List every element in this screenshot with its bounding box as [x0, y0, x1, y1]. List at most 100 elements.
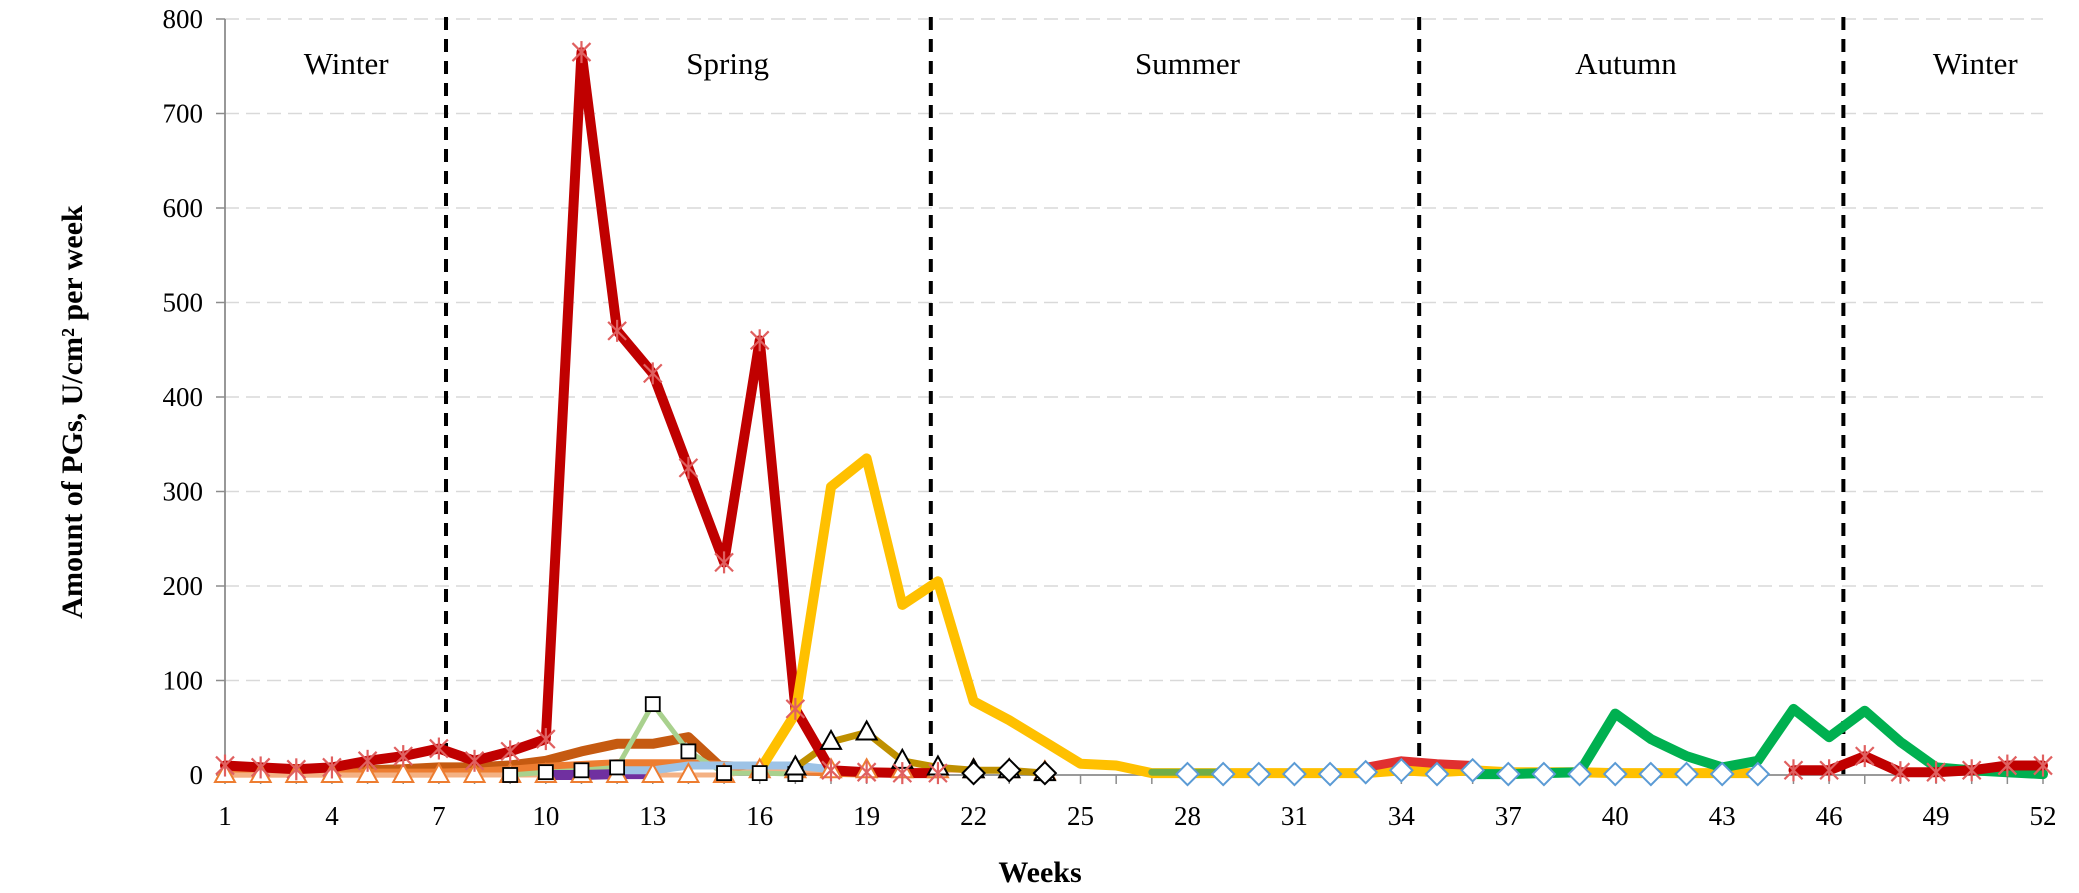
x-tick-label-13: 13: [639, 801, 666, 831]
marker-red-stars-spring-1: [215, 754, 235, 777]
marker-olive-triangles-18: [819, 728, 843, 750]
season-labels: Winter Spring Summer Autumn Winter: [304, 46, 2019, 81]
y-axis-title: Amount of PGs, U/cm² per week: [56, 205, 89, 619]
marker-light-green-squares-11: [573, 762, 590, 779]
marker-red-stars-winter-50: [1961, 759, 1982, 782]
x-tick-label-40: 40: [1602, 801, 1629, 831]
marker-red-stars-winter-49: [1926, 761, 1946, 784]
marker-blue-diamonds-35: [1424, 761, 1450, 787]
marker-blue-diamonds-43: [1709, 761, 1735, 787]
marker-red-stars-spring-9: [500, 740, 520, 763]
marker-black-diamonds-22: [961, 760, 987, 786]
marker-peach-triangles-8: [462, 761, 487, 783]
tick-labels: 0 100 200 300 400 500 600 700 800 1 4 7 10 13 16 19 22 25…: [163, 4, 2057, 831]
marker-red-stars-spring-16: [749, 329, 770, 352]
marker-blue-diamonds-32: [1317, 761, 1343, 787]
marker-blue-diamonds-36: [1460, 757, 1486, 783]
marker-peach-triangles-14: [676, 761, 701, 783]
marker-light-green-squares-16: [751, 765, 768, 782]
marker-blue-diamonds-44: [1745, 761, 1771, 787]
marker-red-stars-spring-8: [464, 749, 485, 772]
marker-blue-diamonds-37: [1495, 761, 1521, 787]
marker-blue-diamonds-31: [1281, 761, 1307, 787]
y-tick-label-200: 200: [163, 571, 204, 601]
marker-blue-diamonds-30: [1246, 761, 1272, 787]
y-tick-label-100: 100: [163, 666, 204, 696]
y-tick-label-300: 300: [163, 477, 204, 507]
x-tick-label-25: 25: [1067, 801, 1094, 831]
marker-red-stars-spring-18: [821, 759, 841, 782]
x-tick-label-22: 22: [960, 801, 987, 831]
y-tick-label-0: 0: [190, 760, 204, 790]
x-tick-label-34: 34: [1388, 801, 1416, 831]
x-tick-label-16: 16: [746, 801, 773, 831]
marker-blue-diamonds-29: [1210, 761, 1236, 787]
marker-red-stars-spring-20: [892, 762, 913, 785]
marker-red-stars-spring-13: [642, 362, 663, 385]
marker-olive-triangles-17: [783, 754, 808, 776]
season-label-5: Winter: [1933, 46, 2019, 81]
marker-blue-diamonds-42: [1674, 761, 1699, 787]
x-tick-label-43: 43: [1709, 801, 1736, 831]
marker-red-stars-spring-10: [536, 728, 556, 751]
x-tick-label-31: 31: [1281, 801, 1308, 831]
marker-red-stars-winter-52: [2033, 754, 2053, 777]
marker-red-stars-spring-17: [785, 697, 806, 720]
y-tick-label-600: 600: [163, 193, 204, 223]
series-red-summer: [1361, 756, 1478, 772]
marker-blue-diamonds-34: [1388, 757, 1414, 783]
x-tick-label-37: 37: [1495, 801, 1522, 831]
season-label-4: Autumn: [1575, 46, 1677, 81]
marker-red-stars-spring-12: [607, 319, 627, 342]
marker-peach-triangles-13: [641, 761, 665, 783]
gridlines: [225, 18, 2043, 682]
marker-red-stars-spring-4: [322, 756, 342, 779]
marker-red-stars-spring-5: [357, 749, 378, 772]
axes: [216, 18, 2044, 784]
marker-light-green-squares-10: [537, 764, 554, 781]
marker-red-stars-winter-45: [1783, 759, 1804, 782]
marker-red-stars-spring-7: [429, 737, 449, 760]
x-tick-label-49: 49: [1923, 801, 1950, 831]
marker-red-stars-spring-14: [678, 456, 699, 479]
season-label-1: Winter: [304, 46, 390, 81]
marker-red-stars-spring-3: [286, 758, 307, 781]
marker-blue-diamonds-33: [1353, 759, 1379, 785]
marker-light-green-squares-13: [644, 696, 661, 713]
marker-light-green-squares-14: [680, 743, 697, 760]
x-tick-label-46: 46: [1816, 801, 1843, 831]
x-tick-label-1: 1: [218, 801, 232, 831]
series-red-stars-spring: [220, 47, 943, 779]
marker-red-stars-winter-48: [1890, 761, 1911, 784]
x-tick-label-7: 7: [432, 801, 446, 831]
marker-red-stars-spring-11: [571, 41, 592, 64]
series-lines: [220, 47, 2048, 780]
marker-red-stars-spring-6: [393, 745, 414, 768]
marker-red-stars-spring-2: [250, 756, 271, 779]
series-red-stars-winter: [1788, 751, 2048, 778]
x-tick-label-10: 10: [532, 801, 559, 831]
marker-red-stars-spring-15: [714, 551, 734, 574]
y-tick-label-800: 800: [163, 4, 204, 34]
marker-blue-diamonds-38: [1531, 761, 1557, 787]
x-tick-label-4: 4: [325, 801, 339, 831]
y-tick-label-500: 500: [163, 288, 204, 318]
marker-peach-triangles-7: [427, 761, 451, 783]
marker-light-green-squares-12: [609, 759, 626, 776]
series-markers: [213, 41, 2053, 787]
y-tick-label-400: 400: [163, 382, 204, 412]
marker-black-diamonds-23: [996, 757, 1022, 783]
marker-light-green-squares-15: [716, 765, 732, 782]
x-tick-label-28: 28: [1174, 801, 1201, 831]
x-axis-title: Weeks: [998, 856, 1081, 889]
marker-black-diamonds-24: [1032, 760, 1058, 786]
season-label-3: Summer: [1135, 46, 1241, 81]
marker-blue-diamonds-40: [1602, 761, 1628, 787]
marker-red-stars-spring-19: [856, 761, 877, 784]
marker-red-stars-winter-46: [1819, 759, 1839, 782]
marker-blue-diamonds-41: [1638, 761, 1664, 787]
season-label-2: Spring: [686, 46, 769, 81]
marker-red-stars-spring-21: [928, 762, 948, 785]
season-dividers: [444, 17, 1846, 775]
